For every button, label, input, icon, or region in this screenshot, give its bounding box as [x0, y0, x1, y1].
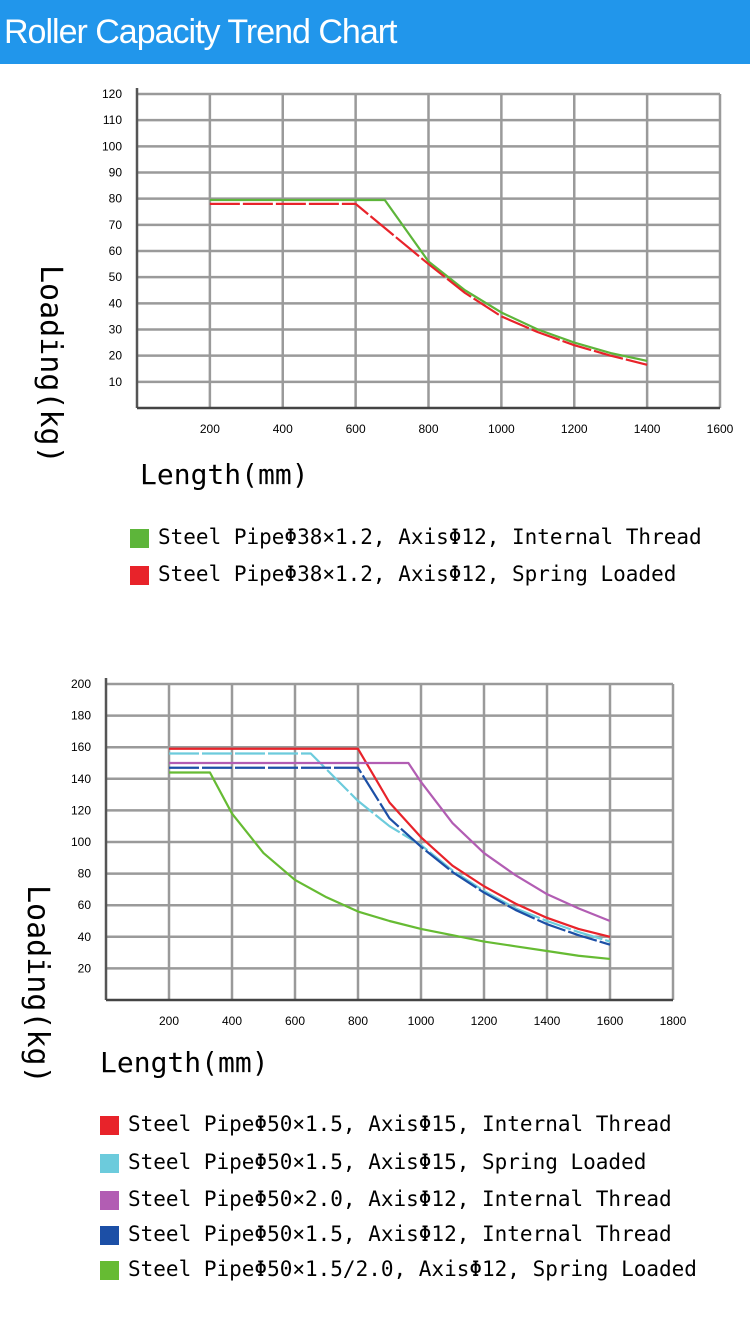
y-tick-label: 160	[71, 740, 91, 754]
x-tick-label: 1800	[660, 1014, 687, 1028]
y-tick-label: 30	[109, 323, 123, 337]
y-tick-label: 50	[109, 270, 123, 284]
y-tick-label: 40	[78, 930, 92, 944]
y-tick-label: 100	[102, 139, 122, 153]
series-line-1	[169, 747, 611, 938]
legend-label: Steel PipeΦ50×1.5, AxisΦ12, Internal Thr…	[128, 1222, 672, 1246]
series-line-3	[169, 761, 611, 923]
legend-label: Steel PipeΦ50×1.5, AxisΦ15, Spring Loade…	[128, 1150, 647, 1174]
y-tick-label: 100	[71, 835, 91, 849]
y-tick-label: 90	[109, 166, 123, 180]
chart-2-xlabel: Length(mm)	[100, 1046, 269, 1079]
legend-swatch	[100, 1226, 119, 1245]
legend-label: Steel PipeΦ50×1.5, AxisΦ15, Internal Thr…	[128, 1112, 672, 1136]
x-tick-label: 600	[285, 1014, 305, 1028]
y-tick-label: 80	[78, 867, 92, 881]
y-tick-label: 120	[102, 87, 122, 101]
y-tick-label: 200	[71, 677, 91, 691]
legend-label: Steel PipeΦ50×1.5/2.0, AxisΦ12, Spring L…	[128, 1257, 697, 1281]
chart-2-ylabel: Loading(kg)	[20, 885, 55, 1084]
legend-label: Steel PipeΦ38×1.2, AxisΦ12, Spring Loade…	[158, 562, 677, 586]
x-tick-label: 200	[159, 1014, 179, 1028]
x-tick-label: 400	[222, 1014, 242, 1028]
chart-1-xlabel: Length(mm)	[140, 458, 309, 491]
y-tick-label: 140	[71, 772, 91, 786]
series-line-5	[169, 771, 611, 961]
x-tick-label: 1000	[408, 1014, 435, 1028]
x-tick-label: 1600	[597, 1014, 624, 1028]
x-tick-label: 1200	[561, 422, 588, 436]
x-tick-label: 1400	[534, 1014, 561, 1028]
y-tick-label: 110	[103, 113, 122, 127]
x-tick-label: 1000	[488, 422, 515, 436]
y-tick-label: 20	[78, 961, 92, 975]
x-tick-label: 800	[348, 1014, 368, 1028]
y-tick-label: 120	[71, 803, 91, 817]
y-tick-label: 180	[71, 709, 91, 723]
page-title: Roller Capacity Trend Chart	[4, 13, 398, 51]
x-tick-label: 1400	[634, 422, 661, 436]
series-line-4	[169, 766, 611, 946]
y-tick-label: 70	[109, 218, 123, 232]
title-bar: Roller Capacity Trend Chart	[0, 0, 750, 64]
legend-swatch	[100, 1116, 119, 1135]
legend-swatch	[130, 529, 149, 548]
x-tick-label: 600	[346, 422, 366, 436]
y-tick-label: 60	[109, 244, 123, 258]
legend-label: Steel PipeΦ50×2.0, AxisΦ12, Internal Thr…	[128, 1187, 672, 1211]
y-tick-label: 80	[109, 192, 123, 206]
x-tick-label: 800	[418, 422, 438, 436]
y-tick-label: 40	[109, 296, 123, 310]
y-tick-label: 10	[109, 375, 123, 389]
legend-label: Steel PipeΦ38×1.2, AxisΦ12, Internal Thr…	[158, 525, 702, 549]
series-line-2	[169, 752, 611, 943]
x-tick-label: 1200	[471, 1014, 498, 1028]
x-tick-label: 400	[273, 422, 293, 436]
y-tick-label: 60	[78, 898, 92, 912]
x-tick-label: 200	[200, 422, 220, 436]
x-tick-label: 1600	[707, 422, 734, 436]
chart-1: 10 20 30 40 50 60 70 80 90 100 110 120 200 400 600 800 1…	[102, 87, 734, 436]
series-line-1	[209, 198, 648, 362]
chart-2: 20 40 60 80 100 120 140 160 180 200 200 400 600 800 10…	[71, 677, 687, 1028]
legend-swatch	[130, 566, 149, 585]
legend-swatch	[100, 1191, 119, 1210]
legend-swatch	[100, 1154, 119, 1173]
legend-swatch	[100, 1261, 119, 1280]
series-line-2	[209, 202, 648, 366]
y-tick-label: 20	[109, 349, 123, 363]
